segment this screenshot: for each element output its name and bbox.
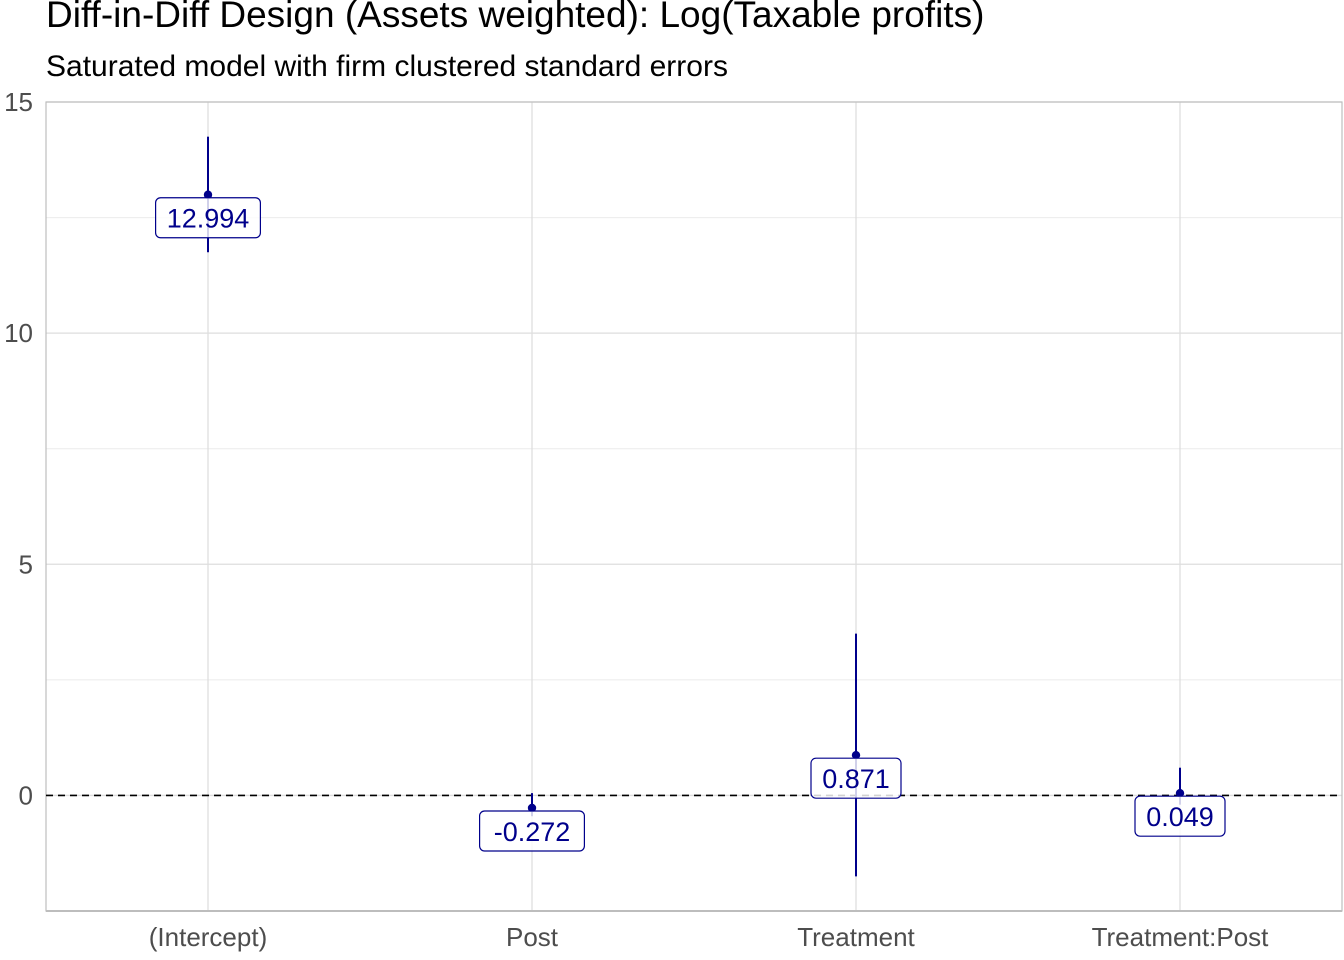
point — [1175, 788, 1185, 798]
point — [527, 803, 537, 813]
data-label-box — [479, 810, 586, 852]
y-tick-label: 10 — [4, 318, 33, 348]
data-label-box — [810, 757, 902, 799]
point — [851, 750, 861, 760]
data-label: -0.272 — [494, 817, 571, 847]
data-label: 0.871 — [822, 764, 890, 794]
data-label-box — [1134, 795, 1226, 837]
y-axis-tick-labels: 0 5 10 15 — [4, 87, 33, 810]
y-tick-label: 15 — [4, 87, 33, 117]
estimate-treatment-post: 0.049 — [1134, 767, 1226, 837]
estimate-treatment: 0.871 — [810, 633, 902, 877]
estimate-intercept: 12.994 — [155, 136, 262, 253]
y-tick-label: 5 — [19, 549, 33, 579]
x-tick-label: Treatment — [797, 922, 915, 952]
data-label: 12.994 — [167, 204, 250, 234]
x-axis-tick-labels: (Intercept) Post Treatment Treatment:Post — [149, 922, 1269, 952]
data-label-box — [155, 197, 262, 239]
chart-subtitle: Saturated model with firm clustered stan… — [46, 50, 728, 83]
point — [203, 190, 213, 199]
y-tick-label: 0 — [19, 780, 33, 810]
plot-frame — [45, 101, 1343, 912]
x-tick-label: (Intercept) — [149, 922, 268, 952]
estimate-post: -0.272 — [479, 793, 586, 852]
chart-title: Diff-in-Diff Design (Assets weighted): L… — [46, 0, 985, 35]
x-tick-label: Post — [506, 922, 559, 952]
x-tick-label: Treatment:Post — [1092, 922, 1270, 952]
estimates: 12.994 -0.272 0.871 0.049 — [155, 136, 1226, 877]
data-label: 0.049 — [1146, 802, 1214, 832]
